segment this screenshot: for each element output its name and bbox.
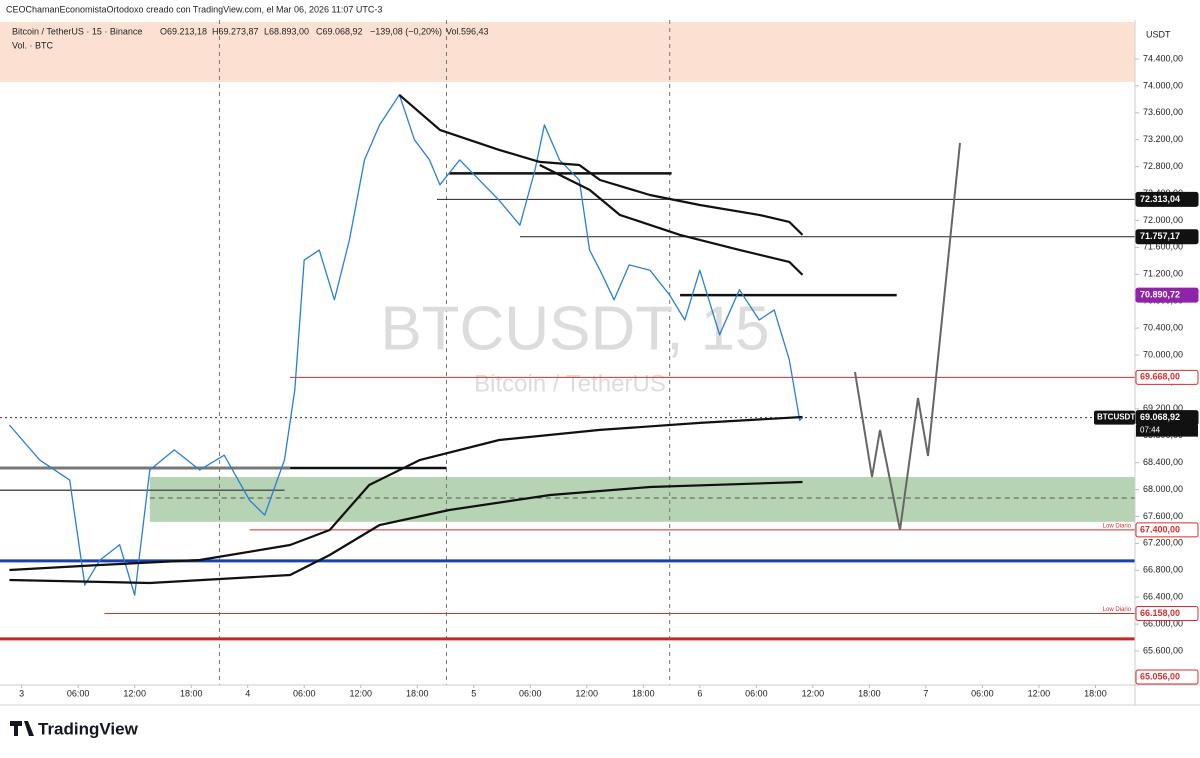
y-tick-label: 71.600,00 [1143,242,1183,252]
price-tag-label: 70.890,72 [1140,289,1180,299]
logo-mark [10,721,34,736]
legend-symbol: Bitcoin / TetherUS · 15 · Binance [12,26,142,36]
x-tick-label: 12:00 [802,688,825,698]
symbol-tag-label: BTCUSDT [1097,413,1135,422]
price-tag [1135,191,1199,207]
price-tag-label: 72.313,04 [1140,194,1180,204]
header-credit: CEOChamanEconomistaOrtodoxo creado con T… [6,4,382,14]
price-line [539,164,804,276]
price-tag [1135,229,1199,245]
legend-high: H69.273,87 [212,26,259,36]
price-tag [1135,287,1199,303]
price-tag [1135,369,1199,385]
price-tag [1135,669,1199,685]
price-axis [1135,20,1200,705]
y-tick-label: 71.200,00 [1143,269,1183,279]
y-tick-label: 70.400,00 [1143,322,1183,332]
y-tick-label: 69.200,00 [1143,403,1183,413]
x-tick-label: 12:00 [349,688,372,698]
y-tick-label: 68.000,00 [1143,484,1183,494]
x-tick-label: 7 [923,688,928,698]
countdown-label: 07:44 [1140,426,1161,435]
price-line [8,94,803,596]
legend: Bitcoin / TetherUS · 15 · Binance O69.21… [12,26,489,50]
level-note: Low Diario [1103,523,1132,529]
y-tick-label: 70.000,00 [1143,349,1183,359]
watermark-name: Bitcoin / TetherUS [474,370,666,397]
footer-logo: TradingView [10,719,139,738]
level-note: Low Diario [1103,607,1132,613]
x-tick-label: 12:00 [576,688,599,698]
axes: 65.600,00 66.000,00 66.400,00 66.800,00 67.2… [19,53,1199,698]
data: Low Diario Low Diario [0,94,1135,641]
x-tick-label: 06:00 [519,688,542,698]
y-tick-label: 66.000,00 [1143,618,1183,628]
price-tag-label: 69.068,92 [1140,412,1180,422]
price-tag-label: 69.668,00 [1140,372,1180,382]
price-tag [1135,522,1199,538]
y-tick-label: 72.000,00 [1143,215,1183,225]
legend-volume: Vol.596,43 [446,26,489,36]
watermark-ticker: BTCUSDT, 15 [380,294,769,363]
x-tick-label: 12:00 [123,688,146,698]
y-tick-label: 65.600,00 [1143,645,1183,655]
legend-close: C69.068,92 [316,26,363,36]
x-tick-label: 18:00 [1084,688,1107,698]
x-tick-label: 18:00 [406,688,429,698]
y-tick-label: 73.200,00 [1143,134,1183,144]
legend-open: O69.213,18 [160,26,207,36]
y-tick-label: 66.400,00 [1143,592,1183,602]
x-tick-label: 06:00 [971,688,994,698]
price-line [9,415,803,572]
countdown-tag [1136,424,1198,437]
projection-path [854,142,961,531]
y-tick-label: 66.800,00 [1143,565,1183,575]
y-tick-label: 67.200,00 [1143,538,1183,548]
x-tick-label: 18:00 [180,688,203,698]
footer-brand: TradingView [38,719,139,738]
legend-low: L68.893,00 [264,26,309,36]
symbol-tag [1094,410,1135,425]
y-tick-label: 74.400,00 [1143,53,1183,63]
y-tick-label: 68.400,00 [1143,457,1183,467]
price-axis-unit: USDT [1146,29,1171,39]
price-line [9,480,803,585]
x-tick-label: 06:00 [67,688,90,698]
x-tick-label: 18:00 [632,688,655,698]
price-tag-label: 66.158,00 [1140,608,1180,618]
legend-volume-indicator: Vol. · BTC [12,40,54,50]
x-tick-label: 5 [471,688,476,698]
x-tick-label: 3 [19,688,24,698]
x-tick-label: 18:00 [858,688,881,698]
price-line [398,94,804,236]
price-tag-label: 65.056,00 [1140,671,1180,681]
legend-change: −139,08 (−0,20%) [370,26,442,36]
x-tick-label: 6 [697,688,702,698]
plot [0,20,1135,685]
price-tag-label: 71.757,17 [1140,231,1180,241]
x-tick-label: 06:00 [293,688,316,698]
x-tick-label: 4 [245,688,250,698]
x-tick-label: 06:00 [745,688,768,698]
price-tag-label: 67.400,00 [1140,524,1180,534]
zone [0,22,1135,82]
y-tick-label: 74.000,00 [1143,80,1183,90]
y-tick-label: 73.600,00 [1143,107,1183,117]
price-tag [1135,605,1199,621]
x-tick-label: 12:00 [1028,688,1051,698]
y-tick-label: 72.800,00 [1143,161,1183,171]
y-tick-label: 67.600,00 [1143,511,1183,521]
zone [149,476,1135,522]
